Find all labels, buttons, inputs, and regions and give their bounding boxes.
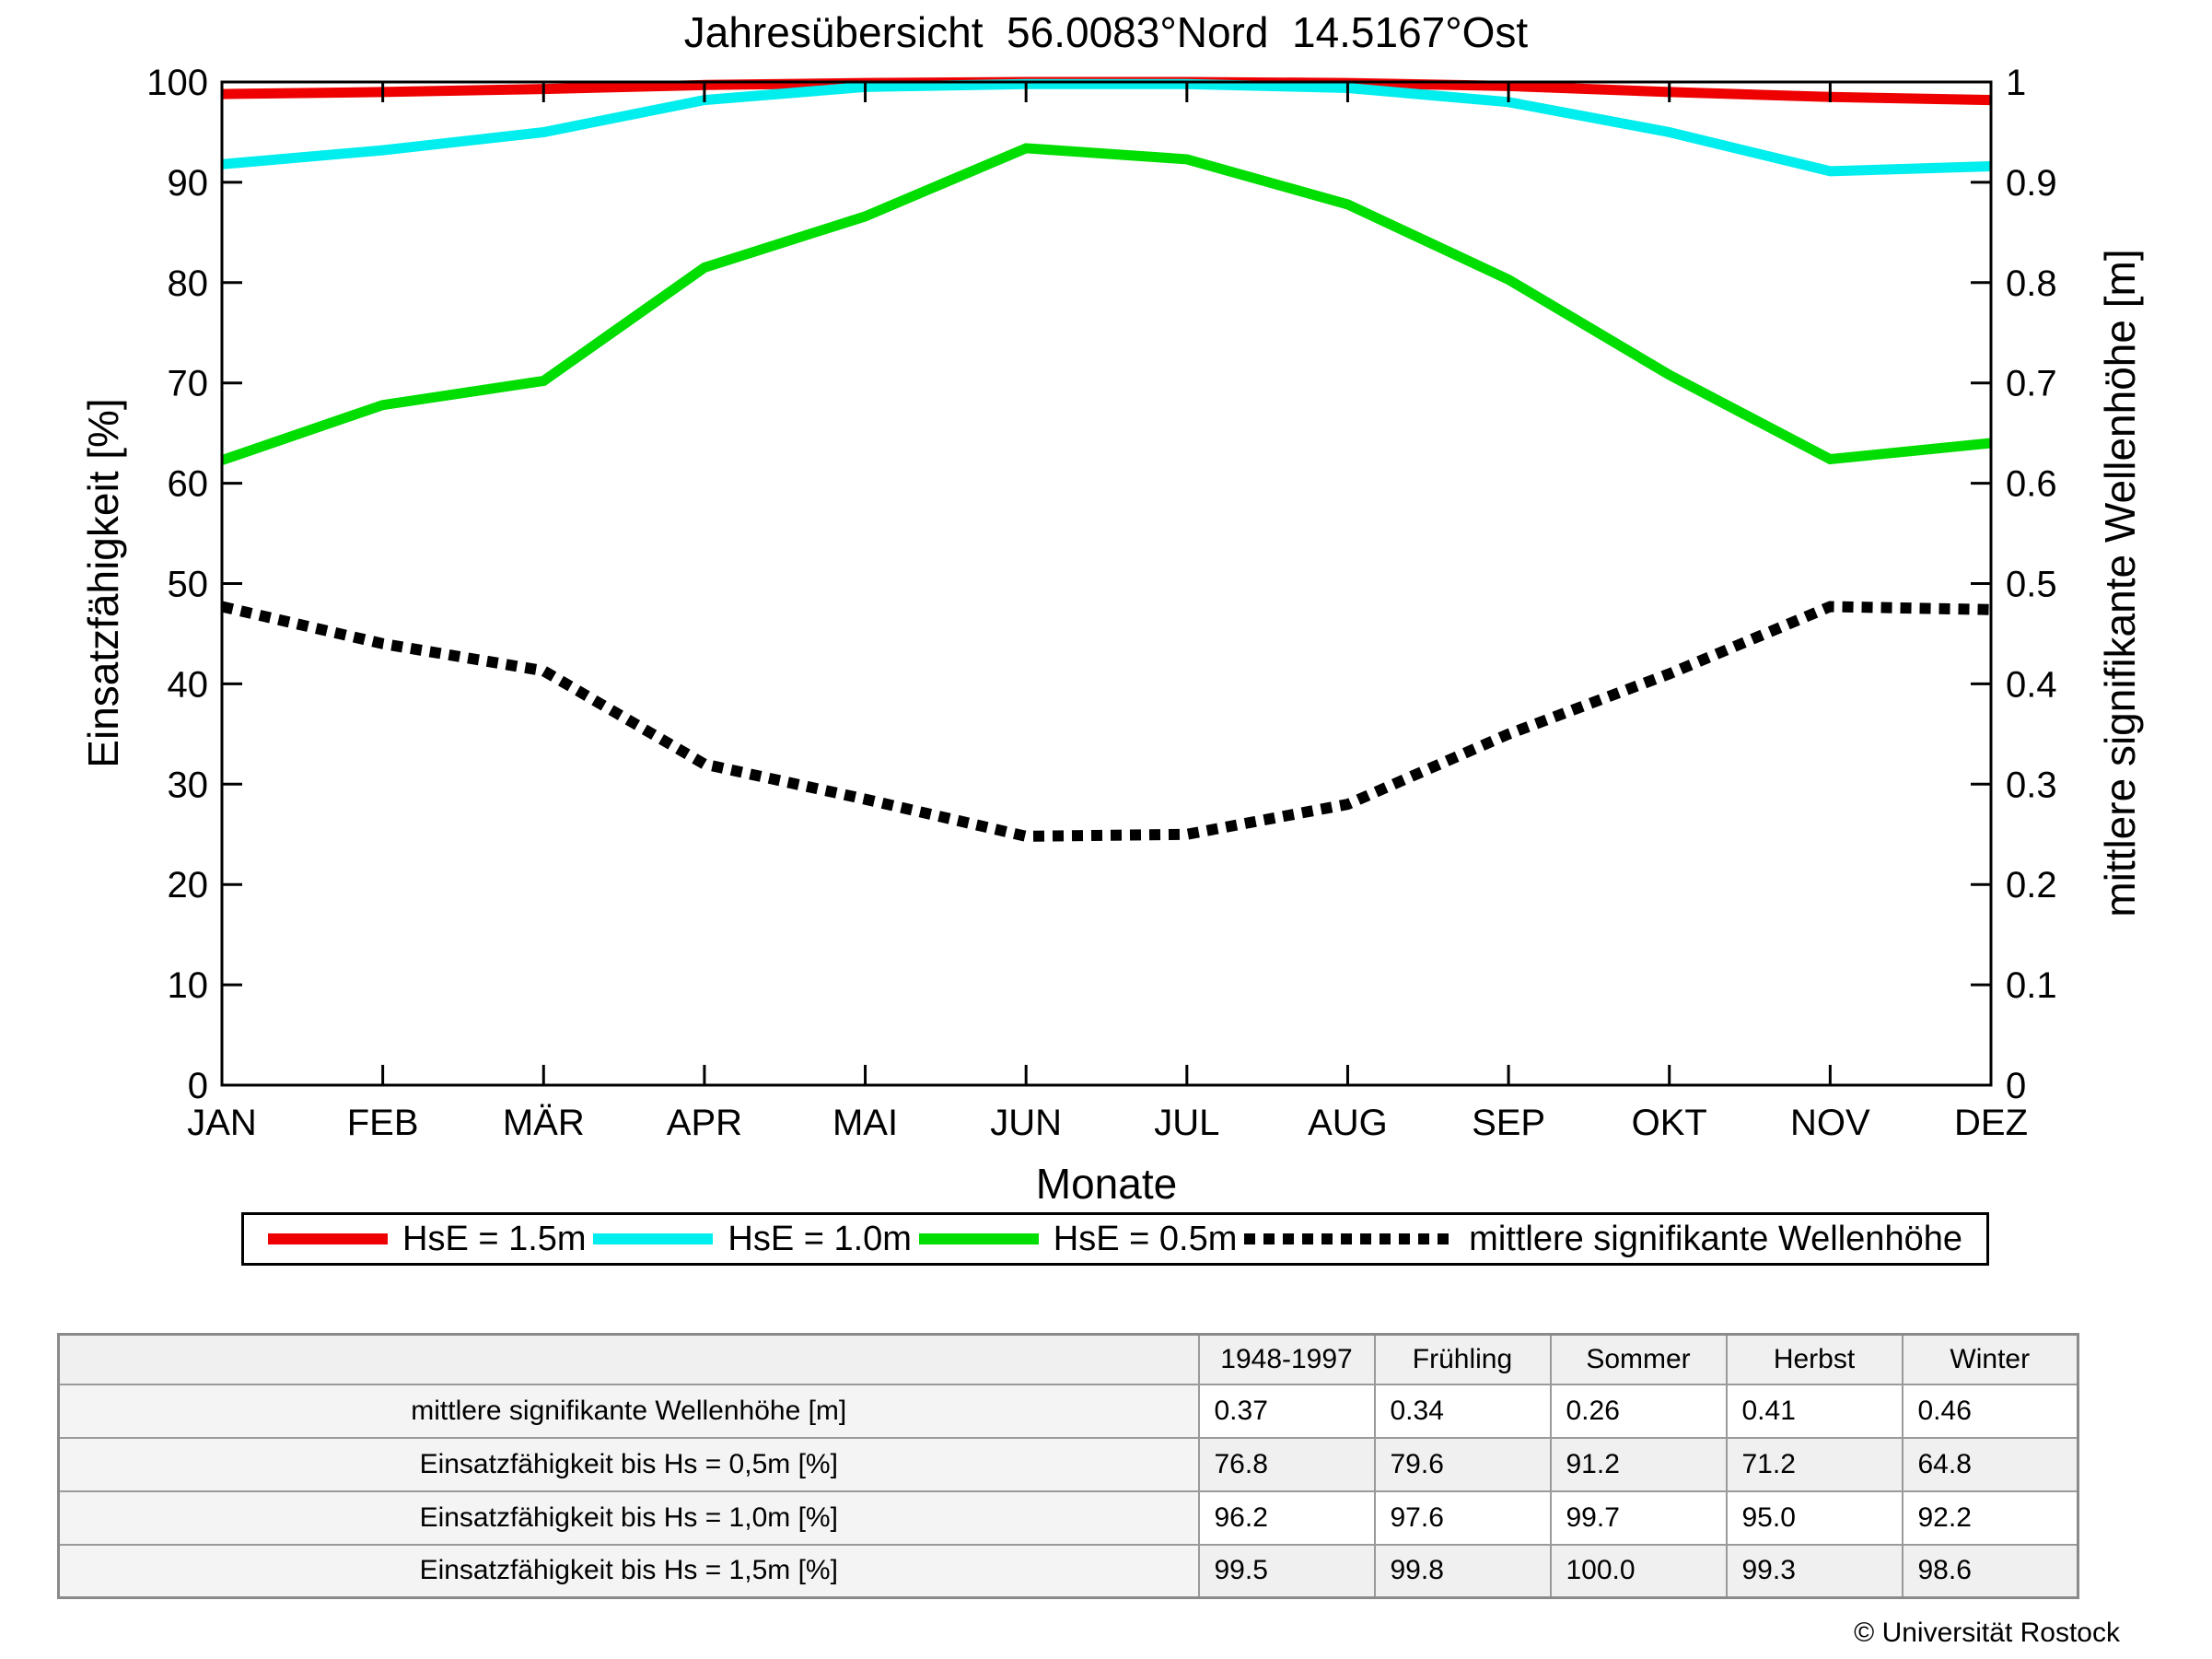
table-value-cell: 0.46: [1901, 1383, 2079, 1439]
table-column-header: Herbst: [1725, 1333, 1903, 1385]
legend-item-hse-1.5m: HsE = 1.5m: [268, 1220, 587, 1259]
y-tick-label-right: 0: [2006, 1066, 2026, 1106]
table-value-cell: 98.6: [1901, 1543, 2079, 1599]
season-table: 1948-1997 Frühling Sommer Herbst Winter mitt…: [57, 1333, 2079, 1599]
legend-item-hse-1.0m: HsE = 1.0m: [593, 1220, 912, 1259]
y-tick-label-left: 70: [168, 364, 209, 404]
table-value-cell: 79.6: [1373, 1436, 1552, 1492]
chart-plot: JAN FEB MÄR APR MAI JUN JUL AUG SEP OKT NOV DEZ0102…: [146, 63, 2057, 1143]
legend-dotted-line-swatch: [1244, 1233, 1455, 1244]
series-line-mittlere-signifikante-wellenh-he: [220, 601, 1992, 842]
copyright-text: © Universität Rostock: [1854, 1618, 2120, 1648]
y-axis-label-left: Einsatzfähigkeit [%]: [79, 398, 127, 768]
y-tick-label-left: 80: [168, 263, 209, 304]
table-row: mittlere signifikante Wellenhöhe [m] 0.37…: [57, 1383, 2079, 1439]
y-tick-label-right: 0.5: [2006, 565, 2057, 605]
y-tick-label-left: 60: [168, 464, 209, 505]
y-tick-label-left: 40: [168, 664, 209, 705]
table-column-header: Sommer: [1549, 1333, 1728, 1385]
legend-item-hse-0.5m: HsE = 0.5m: [918, 1219, 1238, 1259]
table-row: Einsatzfähigkeit bis Hs = 0,5m [%] 76.8 79…: [57, 1436, 2079, 1492]
table-value-cell: 92.2: [1901, 1490, 2079, 1546]
season-table-header: 1948-1997 Frühling Sommer Herbst Winter: [57, 1333, 2079, 1385]
x-tick-label: APR: [667, 1103, 742, 1143]
table-value-cell: 99.3: [1725, 1543, 1903, 1599]
x-tick-label: SEP: [1472, 1103, 1545, 1143]
series-line-hse-1.0m: [221, 78, 1992, 177]
legend-line-swatch: [593, 1233, 714, 1244]
legend-line-swatch: [268, 1233, 388, 1244]
table-row: Einsatzfähigkeit bis Hs = 1,0m [%] 96.2 97…: [57, 1490, 2079, 1546]
table-row-label: Einsatzfähigkeit bis Hs = 1,5m [%]: [57, 1543, 1200, 1599]
table-value-cell: 99.8: [1373, 1543, 1552, 1599]
x-tick-label: JUN: [990, 1103, 1062, 1143]
table-value-cell: 99.7: [1549, 1490, 1728, 1546]
table-value-cell: 0.26: [1549, 1383, 1728, 1439]
y-tick-label-right: 0.7: [2006, 364, 2057, 404]
table-row-label: Einsatzfähigkeit bis Hs = 1,0m [%]: [57, 1490, 1200, 1546]
table-value-cell: 0.37: [1197, 1383, 1376, 1439]
season-table-wrap: 1948-1997 Frühling Sommer Herbst Winter mitt…: [57, 1333, 2079, 1599]
table-value-cell: 64.8: [1901, 1436, 2079, 1492]
y-tick-label-left: 20: [168, 865, 209, 905]
plot-box: [220, 80, 1993, 1087]
y-tick-label-left: 0: [188, 1066, 208, 1106]
table-value-cell: 95.0: [1725, 1490, 1903, 1546]
legend-label: mittlere signifikante Wellenhöhe: [1469, 1219, 1962, 1258]
y-tick-label-left: 100: [146, 63, 208, 103]
y-axis-label-right: mittlere signifikante Wellenhöhe [m]: [2096, 249, 2144, 917]
table-column-header: Winter: [1901, 1333, 2079, 1385]
x-tick-label: NOV: [1790, 1103, 1870, 1143]
table-value-cell: 0.34: [1373, 1383, 1552, 1439]
table-row: Einsatzfähigkeit bis Hs = 1,5m [%] 99.5 99…: [57, 1543, 2079, 1599]
chart-title: Jahresübersicht 56.0083°Nord 14.5167°Ost: [683, 8, 1529, 56]
y-tick-label-left: 10: [168, 965, 209, 1006]
table-corner-cell: [57, 1333, 1200, 1385]
table-value-cell: 96.2: [1197, 1490, 1376, 1546]
y-tick-label-right: 0.9: [2006, 163, 2057, 204]
y-tick-label-right: 0.8: [2006, 263, 2057, 304]
x-tick-label: JAN: [187, 1103, 257, 1143]
legend-item-mittlere-signifikante-wellenh-he: mittlere signifikante Wellenhöhe: [1244, 1220, 1962, 1259]
x-tick-label: JUL: [1154, 1103, 1219, 1143]
y-tick-label-left: 90: [168, 163, 209, 204]
y-tick-label-right: 1: [2006, 63, 2026, 103]
x-tick-label: OKT: [1632, 1103, 1707, 1143]
x-tick-label: MAI: [832, 1103, 898, 1143]
table-value-cell: 100.0: [1549, 1543, 1728, 1599]
legend-label: HsE = 1.5m: [402, 1219, 587, 1258]
y-tick-label-right: 0.2: [2006, 865, 2057, 905]
x-axis-label: Monate: [1035, 1160, 1178, 1208]
season-table-body: mittlere signifikante Wellenhöhe [m] 0.37…: [57, 1383, 2079, 1599]
legend-box: HsE = 1.5m HsE = 1.0m HsE = 0.5m mittlere s…: [241, 1212, 1989, 1266]
table-value-cell: 76.8: [1197, 1436, 1376, 1492]
table-column-header: Frühling: [1373, 1333, 1552, 1385]
y-tick-label-right: 0.6: [2006, 464, 2057, 505]
y-tick-label-right: 0.1: [2006, 965, 2057, 1006]
x-tick-label: DEZ: [1954, 1103, 2028, 1143]
x-tick-label: AUG: [1308, 1103, 1388, 1143]
table-row-label: Einsatzfähigkeit bis Hs = 0,5m [%]: [57, 1436, 1200, 1492]
y-tick-label-right: 0.3: [2006, 765, 2057, 805]
x-tick-label: MÄR: [503, 1103, 585, 1143]
table-value-cell: 71.2: [1725, 1436, 1903, 1492]
y-tick-label-left: 50: [168, 565, 209, 605]
table-row-label: mittlere signifikante Wellenhöhe [m]: [57, 1383, 1200, 1439]
table-value-cell: 0.41: [1725, 1383, 1903, 1439]
table-column-header: 1948-1997: [1197, 1333, 1376, 1385]
table-value-cell: 97.6: [1373, 1490, 1552, 1546]
table-header-row: 1948-1997 Frühling Sommer Herbst Winter: [57, 1333, 2079, 1385]
legend-label: HsE = 0.5m: [1053, 1219, 1238, 1258]
series-line-hse-0.5m: [220, 143, 1992, 465]
y-tick-label-left: 30: [168, 765, 209, 805]
legend-line-swatch: [918, 1233, 1039, 1244]
table-value-cell: 99.5: [1197, 1543, 1376, 1599]
x-tick-label: FEB: [347, 1103, 419, 1143]
legend-label: HsE = 1.0m: [728, 1219, 912, 1258]
table-value-cell: 91.2: [1549, 1436, 1728, 1492]
y-tick-label-right: 0.4: [2006, 664, 2057, 705]
